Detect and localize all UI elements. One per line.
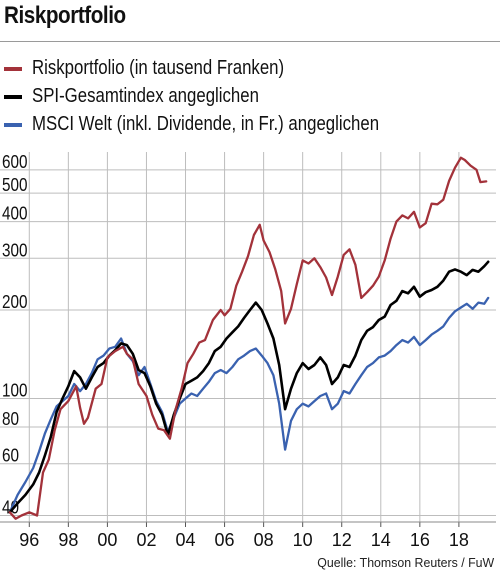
x-tick-label-10: 10 — [293, 530, 313, 550]
legend-item-spi: SPI-Gesamtindex angeglichen — [4, 82, 500, 110]
legend-swatch-blue — [4, 123, 22, 127]
y-tick-label-100: 100 — [2, 381, 28, 401]
legend-label-riskportfolio: Riskportfolio (in tausend Franken) — [32, 57, 285, 79]
x-tick-label-96: 96 — [19, 530, 39, 550]
chart-title: Riskportfolio — [4, 2, 126, 29]
x-tick-label-14: 14 — [371, 530, 391, 550]
y-tick-label-80: 80 — [2, 409, 19, 429]
x-tick-label-06: 06 — [215, 530, 235, 550]
x-tick-label-04: 04 — [175, 530, 195, 550]
x-tick-label-18: 18 — [449, 530, 469, 550]
legend-label-msci: MSCI Welt (inkl. Dividende, in Fr.) ange… — [32, 113, 380, 135]
x-tick-label-08: 08 — [254, 530, 274, 550]
y-tick-label-400: 400 — [2, 204, 28, 224]
y-tick-label-60: 60 — [2, 446, 19, 466]
source-note: Quelle: Thomson Reuters / FuW — [317, 555, 494, 570]
x-tick-label-02: 02 — [136, 530, 156, 550]
y-tick-label-600: 600 — [2, 152, 28, 172]
series-line-0 — [8, 156, 488, 520]
legend-label-spi: SPI-Gesamtindex angeglichen — [32, 85, 259, 107]
y-tick-label-200: 200 — [2, 292, 28, 312]
y-tick-label-300: 300 — [2, 240, 28, 260]
legend-swatch-red — [4, 67, 22, 71]
y-tick-label-500: 500 — [2, 175, 28, 195]
x-tick-label-98: 98 — [58, 530, 78, 550]
legend-item-msci: MSCI Welt (inkl. Dividende, in Fr.) ange… — [4, 110, 500, 138]
x-tick-label-12: 12 — [332, 530, 352, 550]
legend-swatch-black — [4, 95, 22, 99]
title-divider — [0, 41, 500, 42]
legend-item-riskportfolio: Riskportfolio (in tausend Franken) — [4, 54, 500, 82]
x-tick-label-00: 00 — [97, 530, 117, 550]
x-tick-label-16: 16 — [410, 530, 430, 550]
chart-legend: Riskportfolio (in tausend Franken) SPI-G… — [4, 54, 500, 138]
series-line-1 — [8, 260, 490, 514]
series-line-2 — [8, 296, 490, 514]
